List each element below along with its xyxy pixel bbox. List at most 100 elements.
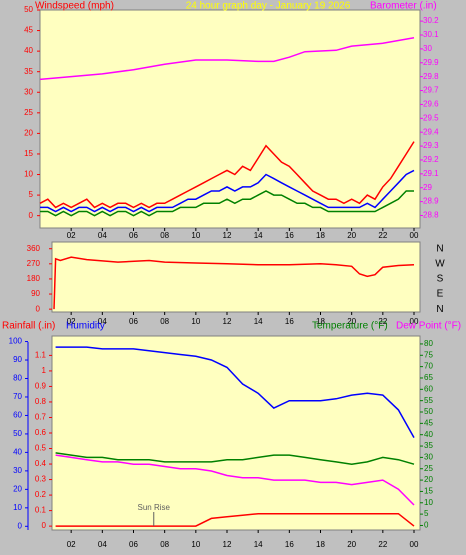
y-tick-label: 29.1 <box>423 169 439 178</box>
y-tick-label: 29.8 <box>423 72 439 81</box>
y-tick-label: 70 <box>13 392 22 401</box>
y-tick-label: 70 <box>424 362 433 371</box>
y-tick-label: 0 <box>18 521 23 530</box>
x-tick-label: 00 <box>410 540 419 549</box>
y-tick-label: 5 <box>29 190 34 199</box>
y-tick-label: 0.3 <box>35 475 47 484</box>
y-tick-label: 75 <box>424 350 433 359</box>
x-tick-label: 12 <box>223 231 232 240</box>
series-line <box>55 512 415 527</box>
y-tick-label: 60 <box>424 384 433 393</box>
y-tick-label: 30.2 <box>423 16 439 25</box>
y-tick-label: 15 <box>424 487 433 496</box>
y-tick-label: 0 <box>424 521 429 530</box>
y-tick-label: 1.1 <box>35 351 47 360</box>
x-tick-label: 22 <box>378 540 387 549</box>
y-tick-label: 40 <box>424 430 433 439</box>
x-tick-label: 02 <box>67 317 76 326</box>
y-tick-label: 28.9 <box>423 197 439 206</box>
x-tick-label: 16 <box>285 540 294 549</box>
x-tick-label: 02 <box>67 231 76 240</box>
y-tick-label: 0.2 <box>35 490 47 499</box>
y-tick-label: 29.7 <box>423 86 439 95</box>
series-name: Dew Point (°F) <box>396 321 461 332</box>
x-tick-label: 08 <box>160 231 169 240</box>
x-tick-label: 02 <box>67 540 76 549</box>
x-tick-label: 10 <box>191 540 200 549</box>
y-tick-label: N <box>436 243 443 254</box>
y-tick-label: 30 <box>424 453 433 462</box>
x-tick-label: 20 <box>347 540 356 549</box>
y-tick-label: 15 <box>24 149 33 158</box>
x-tick-label: 08 <box>160 317 169 326</box>
x-tick-label: 10 <box>191 317 200 326</box>
y-tick-label: 0 <box>42 521 47 530</box>
y-tick-label: 0 <box>29 211 34 220</box>
direction-panel <box>51 241 421 313</box>
y-tick-label: E <box>437 289 444 300</box>
y-tick-label: 35 <box>24 67 33 76</box>
wind-label: Windspeed (mph) <box>35 1 114 12</box>
x-tick-label: 14 <box>254 231 263 240</box>
y-tick-label: 20 <box>13 484 22 493</box>
y-tick-label: 45 <box>424 418 433 427</box>
x-tick-label: 12 <box>223 317 232 326</box>
annotation: Sun Rise <box>138 503 171 512</box>
y-tick-label: 29 <box>423 183 432 192</box>
x-tick-label: 18 <box>316 317 325 326</box>
y-tick-label: 29.5 <box>423 113 439 122</box>
y-tick-label: 0.6 <box>35 428 47 437</box>
y-tick-label: 10 <box>424 498 433 507</box>
y-tick-label: 29.4 <box>423 127 439 136</box>
y-tick-label: 50 <box>424 407 433 416</box>
y-tick-label: 29.9 <box>423 58 439 67</box>
series-line <box>55 346 415 438</box>
x-tick-label: 10 <box>191 231 200 240</box>
y-tick-label: 20 <box>24 129 33 138</box>
x-tick-label: 00 <box>410 317 419 326</box>
y-tick-label: 5 <box>424 509 429 518</box>
climate-panel <box>51 335 421 531</box>
x-tick-label: 16 <box>285 231 294 240</box>
series-name: Rainfall (.in) <box>2 321 55 332</box>
x-tick-label: 18 <box>316 231 325 240</box>
y-tick-label: 80 <box>424 339 433 348</box>
y-tick-label: W <box>435 258 445 269</box>
series-line <box>40 190 414 217</box>
y-tick-label: 0.7 <box>35 413 47 422</box>
y-tick-label: 0.9 <box>35 382 47 391</box>
x-tick-label: 04 <box>98 317 107 326</box>
y-tick-label: 50 <box>13 429 22 438</box>
x-tick-label: 08 <box>160 540 169 549</box>
y-tick-label: N <box>436 304 443 315</box>
y-tick-label: 40 <box>24 46 33 55</box>
y-tick-label: 65 <box>424 373 433 382</box>
x-tick-label: 04 <box>98 540 107 549</box>
y-tick-label: 0 <box>36 304 41 313</box>
series-line <box>55 454 415 506</box>
y-tick-label: 29.6 <box>423 100 439 109</box>
y-tick-label: 10 <box>24 170 33 179</box>
y-tick-label: 40 <box>13 448 22 457</box>
y-tick-label: 55 <box>424 396 433 405</box>
x-tick-label: 22 <box>378 231 387 240</box>
x-tick-label: 16 <box>285 317 294 326</box>
x-tick-label: 04 <box>98 231 107 240</box>
x-tick-label: 14 <box>254 317 263 326</box>
x-tick-label: 18 <box>316 540 325 549</box>
y-tick-label: 0.5 <box>35 444 47 453</box>
y-tick-label: 25 <box>24 108 33 117</box>
x-tick-label: 06 <box>129 540 138 549</box>
y-tick-label: 60 <box>13 411 22 420</box>
series-line <box>40 169 415 213</box>
x-tick-label: 12 <box>223 540 232 549</box>
chart-title: 24 hour graph day - January 19 2026 <box>186 1 351 12</box>
series-line <box>55 452 415 465</box>
x-tick-label: 20 <box>347 317 356 326</box>
y-tick-label: 0.1 <box>35 506 47 515</box>
y-tick-label: 30 <box>423 44 432 53</box>
y-tick-label: 30.1 <box>423 30 439 39</box>
y-tick-label: 35 <box>424 441 433 450</box>
y-tick-label: 20 <box>424 475 433 484</box>
